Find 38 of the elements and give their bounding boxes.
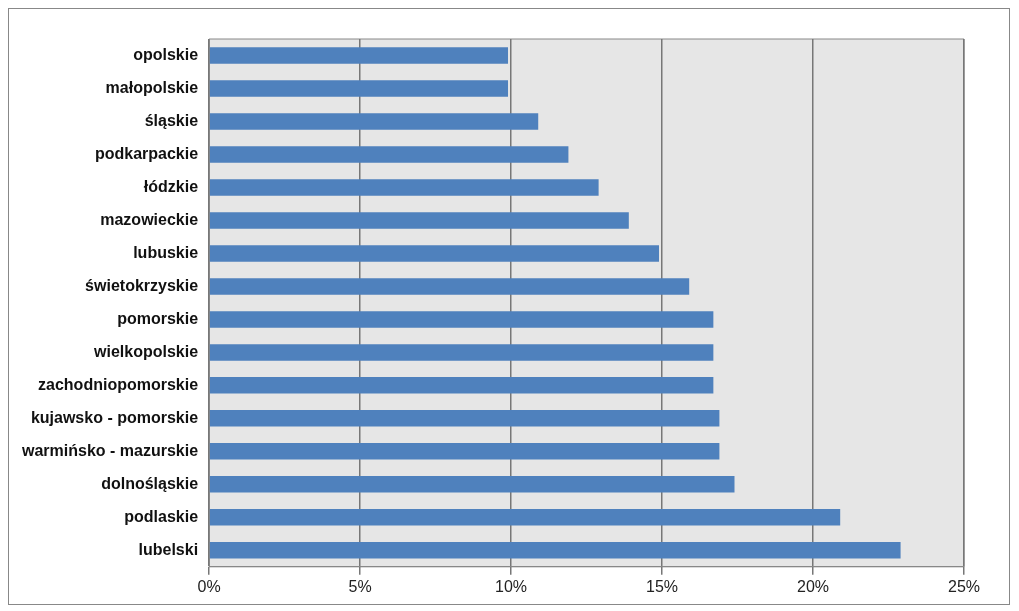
- y-tick-label: mazowieckie: [100, 210, 199, 228]
- bar: [209, 443, 720, 460]
- bar: [209, 509, 841, 526]
- y-tick-label: lubuskie: [133, 243, 199, 261]
- y-tick-label: podlaskie: [124, 507, 199, 525]
- x-tick-label: 5%: [348, 577, 372, 595]
- bar: [209, 245, 660, 262]
- y-tick-label: łódzkie: [143, 177, 199, 195]
- bar: [209, 278, 690, 295]
- bar: [209, 146, 569, 163]
- x-tick-label: 15%: [646, 577, 679, 595]
- x-tick-label: 0%: [197, 577, 221, 595]
- y-tick-label: śląskie: [144, 111, 199, 129]
- y-tick-label: świetokrzyskie: [85, 276, 199, 294]
- x-tick-label: 20%: [797, 577, 830, 595]
- y-tick-label: małopolskie: [105, 78, 199, 96]
- y-tick-label: kujawsko - pomorskie: [30, 408, 199, 426]
- y-tick-label: warmińsko - mazurskie: [20, 441, 199, 459]
- x-tick-label: 25%: [947, 577, 981, 595]
- bar: [209, 80, 509, 97]
- bar: [209, 212, 629, 229]
- y-tick-label: dolnośląskie: [101, 474, 199, 492]
- y-tick-label: zachodniopomorskie: [38, 375, 199, 393]
- bar: [209, 113, 539, 130]
- bar: [209, 344, 714, 361]
- y-tick-label: opolskie: [133, 45, 199, 63]
- bar: [209, 311, 714, 328]
- bar: [209, 47, 509, 64]
- y-tick-label: wielkopolskie: [93, 342, 199, 360]
- y-tick-label: pomorskie: [117, 309, 199, 327]
- bar: [209, 542, 901, 559]
- x-tick-label: 10%: [495, 577, 528, 595]
- bar: [209, 377, 714, 394]
- bar: [209, 179, 599, 196]
- bar: [209, 410, 720, 427]
- y-tick-label: podkarpackie: [94, 144, 199, 162]
- bar: [209, 476, 735, 493]
- y-tick-label: lubelski: [138, 540, 199, 558]
